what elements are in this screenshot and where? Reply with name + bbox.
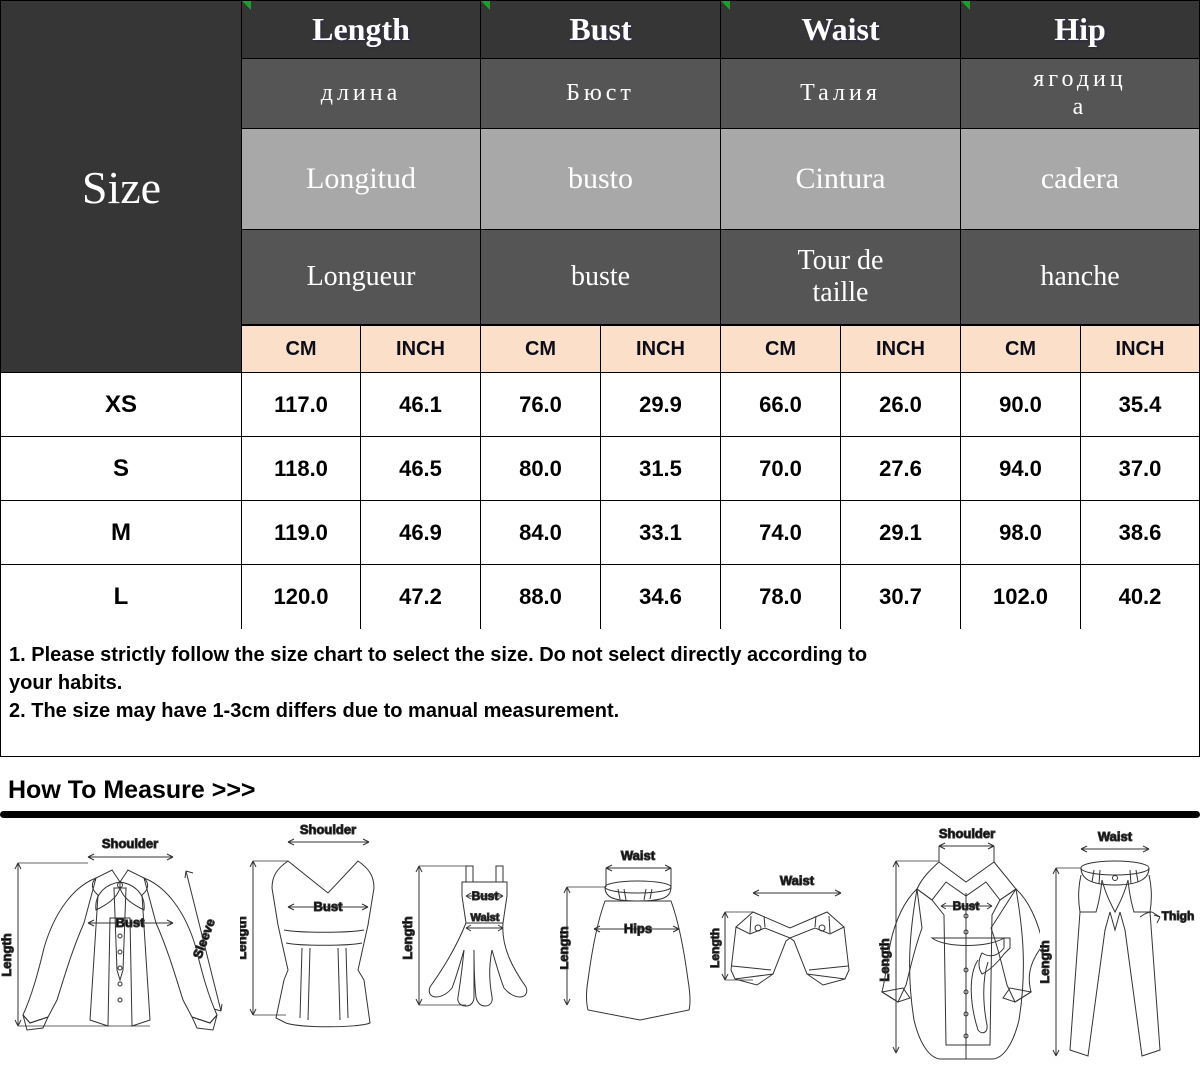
svg-text:Length: Length [240, 916, 249, 959]
svg-text:Waist: Waist [1098, 829, 1133, 844]
svg-text:Length: Length [1040, 940, 1052, 983]
svg-text:Length: Length [400, 916, 415, 959]
svg-text:Waist: Waist [471, 912, 500, 924]
svg-text:Waist: Waist [780, 873, 815, 888]
svg-text:Thigh: Thigh [1162, 909, 1195, 923]
svg-text:Length: Length [0, 933, 14, 976]
svg-text:Shoulder: Shoulder [939, 826, 995, 841]
svg-text:Bust: Bust [314, 899, 344, 914]
svg-text:Shoulder: Shoulder [102, 836, 158, 851]
svg-text:Shoulder: Shoulder [300, 822, 356, 837]
svg-text:Length: Length [710, 928, 722, 968]
svg-text:Hips: Hips [624, 921, 652, 936]
svg-text:Waist: Waist [621, 848, 656, 863]
svg-text:Bust: Bust [472, 889, 499, 903]
svg-text:Length: Length [560, 926, 571, 969]
svg-text:Sleeve: Sleeve [190, 917, 218, 961]
